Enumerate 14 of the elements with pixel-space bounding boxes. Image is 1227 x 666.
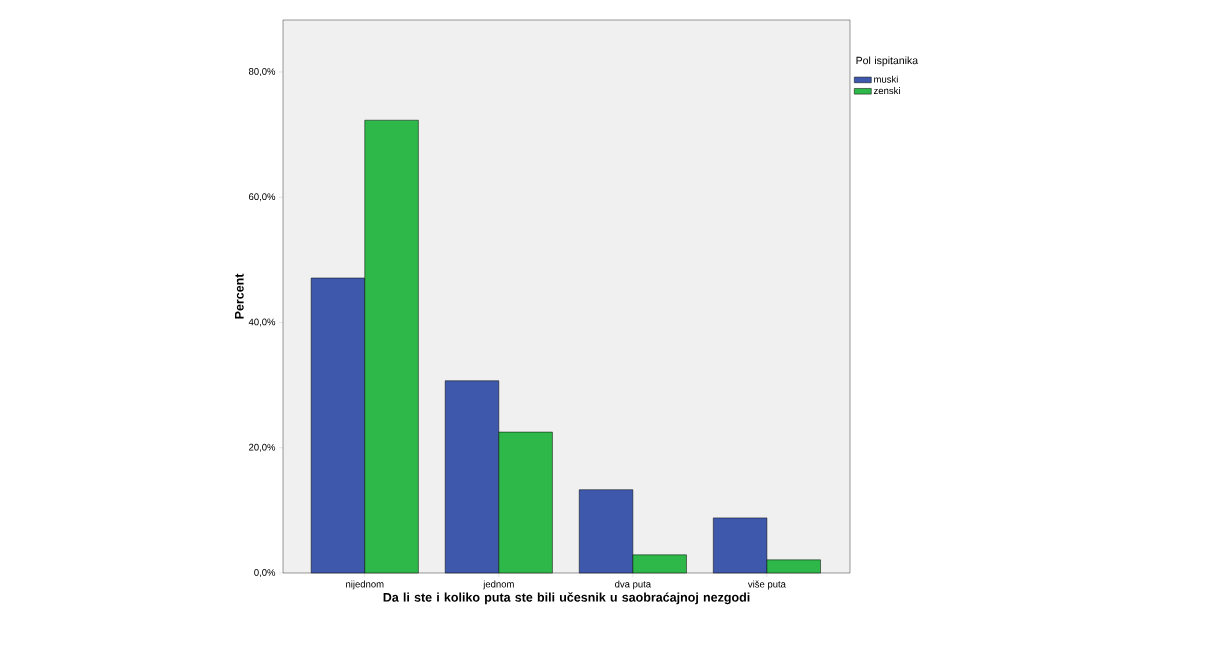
y-tick-label: 80,0% xyxy=(248,68,276,76)
x-axis-title: Da li ste i koliko puta ste bili učesnik u saobraćajnoj nezgodi xyxy=(383,592,750,605)
y-tick-label: 40,0% xyxy=(248,318,276,327)
x-tick-label: jednom xyxy=(483,580,514,590)
x-tick-label: više puta xyxy=(747,580,786,590)
legend-label: muski xyxy=(874,75,898,83)
legend-title: Pol ispitanika xyxy=(856,56,919,67)
y-tick-label: 0,0% xyxy=(254,569,276,577)
x-tick-label: nijednom xyxy=(346,580,384,590)
y-tick-label: 20,0% xyxy=(249,443,276,452)
y-tick-label: 60,0% xyxy=(249,193,276,202)
legend-label: zenski xyxy=(873,87,900,95)
y-axis-title: Percent xyxy=(234,273,244,319)
x-tick-label: dva puta xyxy=(615,580,652,590)
